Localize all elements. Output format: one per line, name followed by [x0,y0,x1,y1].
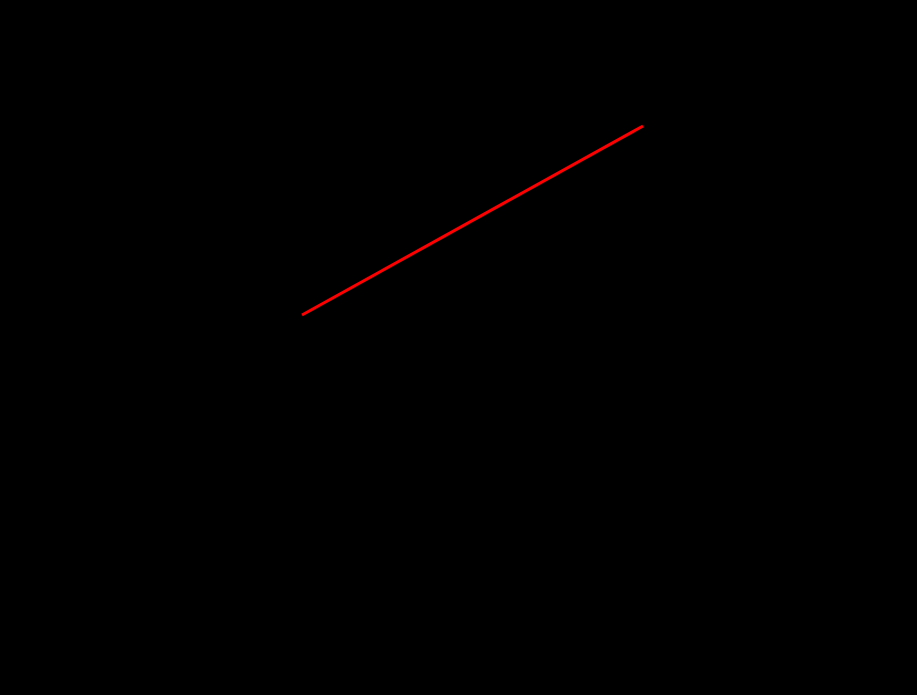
red-line [301,124,644,317]
